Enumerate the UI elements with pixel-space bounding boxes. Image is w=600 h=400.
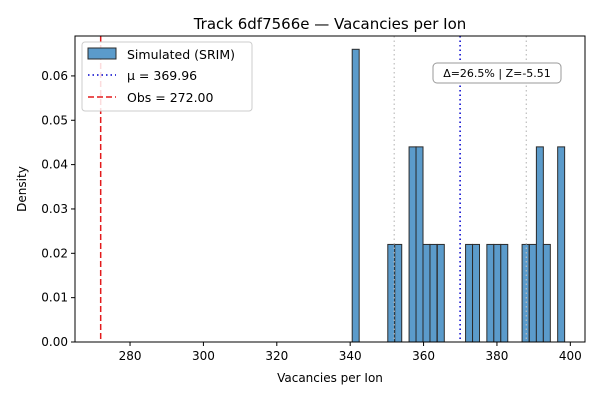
histogram-bar — [351, 48, 360, 343]
y-tick-label: 0.00 — [41, 335, 68, 349]
plot-frame — [74, 35, 586, 343]
histogram-bar — [521, 243, 530, 343]
y-tick-label: 0.04 — [41, 158, 68, 172]
histogram-bar — [429, 243, 438, 343]
y-tick-label: 0.01 — [41, 291, 68, 305]
histogram-bar — [500, 243, 509, 343]
x-axis-label: Vacancies per Ion — [277, 371, 383, 385]
legend-label-mean: μ = 369.96 — [127, 68, 197, 83]
x-tick-label: 400 — [559, 349, 582, 363]
y-axis-label: Density — [15, 166, 29, 212]
legend-swatch-simulated — [87, 47, 117, 60]
x-tick-label: 280 — [119, 349, 142, 363]
histogram-bar — [535, 146, 544, 343]
histogram-bar — [465, 243, 474, 343]
y-tick-label: 0.02 — [41, 246, 68, 260]
histogram-bar — [436, 243, 445, 343]
histogram-bar — [528, 243, 537, 343]
stats-annotation-text: Δ=26.5% | Z=-5.51 — [443, 67, 551, 80]
histogram-bar — [408, 146, 417, 343]
y-ticks: 0.00 0.01 0.02 0.03 0.04 0.05 0.06 — [41, 69, 75, 349]
legend-label-simulated: Simulated (SRIM) — [127, 47, 235, 62]
histogram-bar — [422, 243, 431, 343]
histogram-bar — [557, 146, 566, 343]
chart-title: Track 6df7566e — Vacancies per Ion — [193, 15, 467, 33]
x-tick-label: 300 — [192, 349, 215, 363]
y-tick-label: 0.06 — [41, 69, 68, 83]
x-ticks: 280 300 320 340 360 380 400 — [119, 342, 582, 363]
x-tick-label: 380 — [485, 349, 508, 363]
histogram-bar — [472, 243, 481, 343]
y-tick-label: 0.05 — [41, 113, 68, 127]
legend: Simulated (SRIM) μ = 369.96 Obs = 272.00 — [81, 41, 253, 112]
histogram-bar — [486, 243, 495, 343]
x-tick-label: 360 — [412, 349, 435, 363]
stats-annotation-box — [432, 62, 562, 84]
legend-label-observed: Obs = 272.00 — [127, 90, 213, 105]
histogram-bar — [394, 243, 403, 343]
stats-annotation: Δ=26.5% | Z=-5.51 — [432, 62, 562, 84]
histogram-bar — [493, 243, 502, 343]
histogram-bar — [415, 146, 424, 343]
legend-box — [81, 41, 253, 112]
x-tick-label: 320 — [265, 349, 288, 363]
histogram-bar — [542, 243, 551, 343]
x-tick-label: 340 — [339, 349, 362, 363]
y-tick-label: 0.03 — [41, 202, 68, 216]
